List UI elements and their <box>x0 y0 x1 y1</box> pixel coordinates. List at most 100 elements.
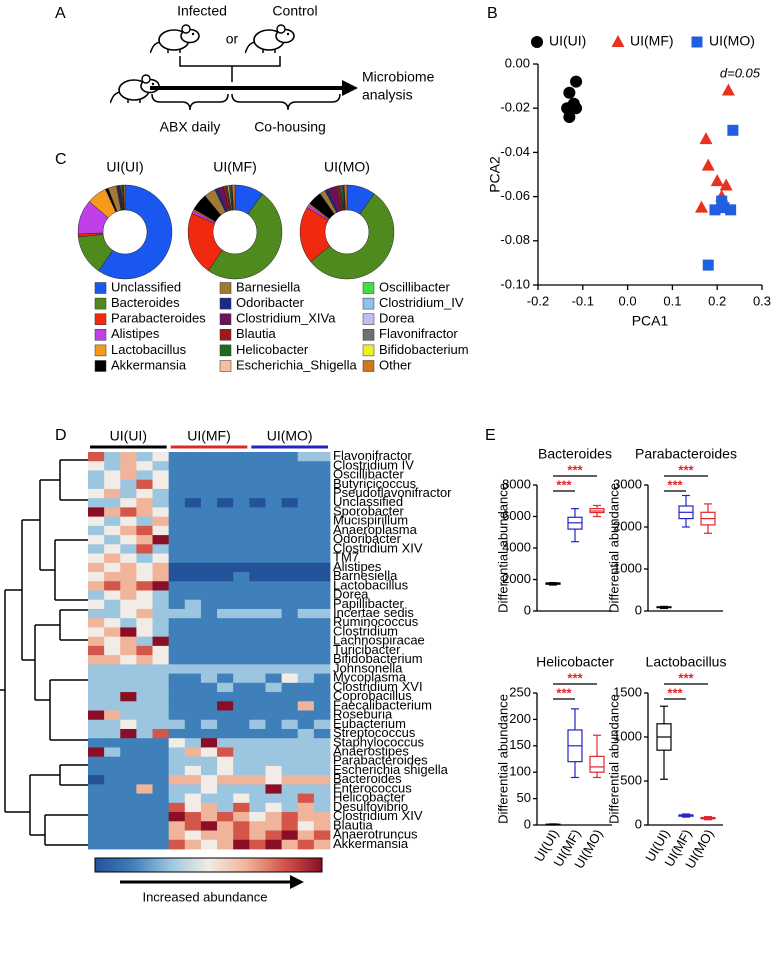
or-label: or <box>226 31 239 47</box>
heatmap-cell <box>217 756 234 767</box>
point <box>721 83 735 96</box>
heatmap-cell <box>297 701 315 711</box>
heatmap-cell <box>313 479 331 490</box>
heatmap-cell <box>217 636 234 647</box>
heatmap-cell <box>297 627 315 638</box>
heatmap-cell <box>88 562 105 573</box>
y-tick-label: 1000 <box>613 728 642 743</box>
heatmap-cell <box>168 747 186 758</box>
heatmap-cell <box>104 775 121 785</box>
row-label: Unclassified <box>333 494 403 509</box>
heatmap-cell <box>152 747 170 758</box>
x-tick-label: -0.1 <box>572 293 594 308</box>
heatmap-cell <box>217 765 234 776</box>
heatmap-cell <box>120 590 137 601</box>
heatmap-cell <box>249 692 266 702</box>
heatmap-cell <box>297 645 315 656</box>
y-axis-label: Differential abundance <box>495 483 510 613</box>
heatmap-cell <box>136 793 153 804</box>
heatmap-cell <box>217 544 234 554</box>
heatmap-cell <box>152 645 170 656</box>
y-tick-label: 6000 <box>502 508 531 523</box>
heatmap-cell <box>281 673 299 684</box>
point <box>716 195 728 207</box>
heatmap-cell <box>265 673 282 684</box>
heatmap-cell <box>136 802 153 813</box>
heatmap-cell <box>152 516 170 527</box>
heatmap-cell <box>297 599 315 610</box>
y-tick-label: 150 <box>509 737 531 752</box>
heatmap-cell <box>233 590 250 601</box>
legend-swatch <box>219 282 232 294</box>
box-title: Bacteroides <box>538 446 612 462</box>
row-label: Mucispirillum <box>333 513 408 528</box>
legend-label: Lactobacillus <box>111 342 187 357</box>
row-label: Blautia <box>333 817 374 832</box>
heatmap-cell <box>168 839 186 850</box>
heatmap-cell <box>168 775 186 785</box>
legend-swatch <box>219 297 232 310</box>
heatmap-cell <box>104 553 121 564</box>
y-tick-label: -0.08 <box>500 232 530 247</box>
heatmap-cell <box>265 507 282 518</box>
heatmap-cell <box>88 673 105 684</box>
heatmap-cell <box>200 488 218 499</box>
heatmap-cell <box>88 608 105 619</box>
heatmap-cell <box>88 710 105 721</box>
heatmap-cell <box>136 599 153 610</box>
heatmap-cell <box>88 507 105 518</box>
y-tick-label: 1000 <box>613 560 642 575</box>
heatmap-cell <box>136 562 153 573</box>
heatmap-cell <box>233 627 250 638</box>
row-label: Anaerotruncus <box>333 827 418 842</box>
heatmap-cell <box>265 756 282 767</box>
significance: *** <box>556 477 572 492</box>
heatmap-cell <box>313 636 331 647</box>
heatmap-cell <box>168 812 186 822</box>
heatmap-cell <box>281 839 299 850</box>
heatmap-cell <box>136 821 153 831</box>
heatmap-cell <box>233 479 250 490</box>
heatmap-cell <box>297 516 315 527</box>
heatmap-cell <box>88 839 105 850</box>
heatmap-cell <box>168 673 186 684</box>
row-label: Eubacterium <box>333 716 406 731</box>
heatmap-cell <box>233 599 250 610</box>
heatmap-cell <box>217 525 234 536</box>
heatmap-cell <box>297 839 315 850</box>
heatmap-cell <box>88 682 105 693</box>
heatmap-cell <box>152 756 170 767</box>
x-tick-label: 0.2 <box>708 293 726 308</box>
heatmap-cell <box>152 525 170 536</box>
row-label: Anaerostipes <box>333 743 409 758</box>
heatmap-cell <box>120 802 137 813</box>
panel-label: D <box>55 427 67 444</box>
heatmap-cell <box>249 461 266 471</box>
heatmap-cell <box>233 812 250 822</box>
legend-swatch <box>362 360 375 372</box>
heatmap-cell <box>120 692 137 702</box>
heatmap-cell <box>104 673 121 684</box>
heatmap-cell <box>249 535 266 545</box>
heatmap-cell <box>233 553 250 564</box>
heatmap-cell <box>313 452 331 462</box>
row-label: Clostridium IV <box>333 457 414 472</box>
point <box>719 178 733 191</box>
heatmap-cell <box>184 664 202 674</box>
heatmap-cell <box>168 553 186 564</box>
heatmap-cell <box>281 562 299 573</box>
heatmap-cell <box>184 608 202 619</box>
heatmap-cell <box>120 728 137 739</box>
heatmap-cell <box>313 756 331 767</box>
x-tick-label: -0.2 <box>527 293 549 308</box>
heatmap-cell <box>200 636 218 647</box>
heatmap-cell <box>120 488 137 499</box>
heatmap-cell <box>281 525 299 536</box>
heatmap-cell <box>265 793 282 804</box>
heatmap-cell <box>104 793 121 804</box>
row-label: Ruminococcus <box>333 614 419 629</box>
heatmap-cell <box>233 498 250 508</box>
heatmap-cell <box>249 544 266 554</box>
legend-marker <box>611 35 625 47</box>
pie-slice <box>231 184 236 211</box>
